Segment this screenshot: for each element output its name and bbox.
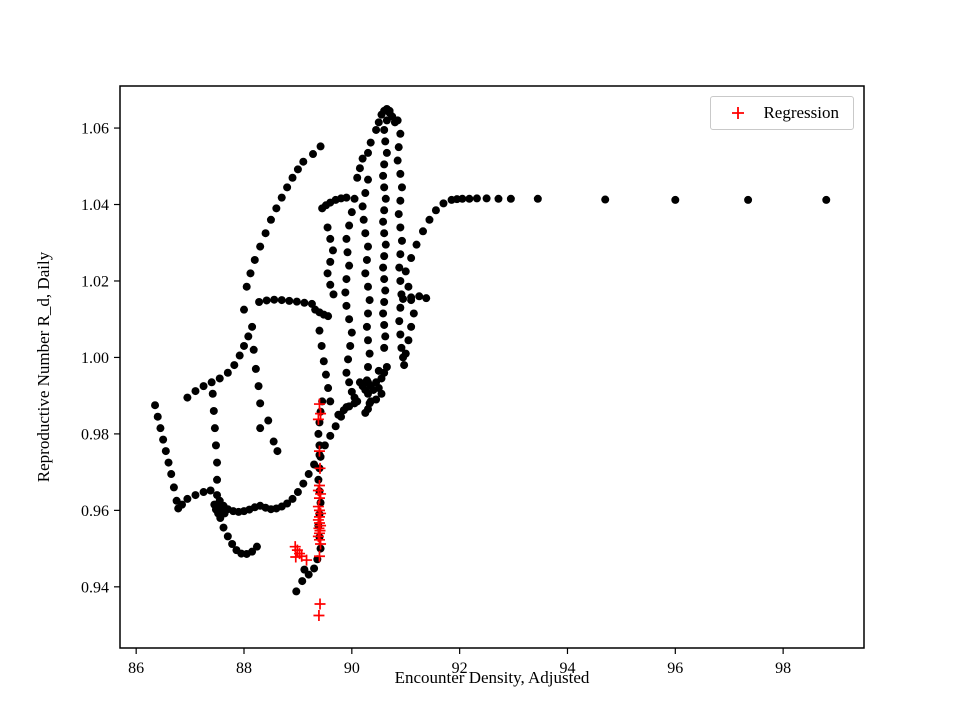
svg-text:0.98: 0.98 — [81, 426, 109, 443]
svg-text:92: 92 — [452, 660, 468, 677]
legend: Regression — [710, 96, 854, 130]
regression-marker-icon — [732, 107, 745, 119]
svg-text:98: 98 — [775, 660, 791, 677]
svg-text:94: 94 — [559, 660, 575, 677]
svg-text:86: 86 — [128, 660, 144, 677]
svg-text:1.04: 1.04 — [81, 197, 109, 214]
legend-label: Regression — [763, 103, 839, 122]
svg-text:1.00: 1.00 — [81, 350, 109, 367]
x-axis-ticks: 86 88 90 92 94 96 98 — [128, 648, 791, 677]
svg-text:0.94: 0.94 — [81, 579, 109, 596]
svg-text:1.06: 1.06 — [81, 121, 109, 138]
svg-text:0.96: 0.96 — [81, 503, 109, 520]
svg-text:88: 88 — [236, 660, 252, 677]
y-axis-ticks: 0.94 0.96 0.98 1.00 1.02 1.04 1.06 — [81, 121, 120, 596]
y-axis-label: Reproductive Number R_d, Daily — [34, 251, 53, 483]
svg-text:96: 96 — [667, 660, 683, 677]
x-axis-label: Encounter Density, Adjusted — [394, 668, 590, 687]
series-observations — [151, 104, 831, 596]
series-regression — [289, 398, 327, 622]
axes-frame — [119, 85, 865, 649]
svg-text:1.02: 1.02 — [81, 273, 109, 290]
svg-text:90: 90 — [344, 660, 360, 677]
